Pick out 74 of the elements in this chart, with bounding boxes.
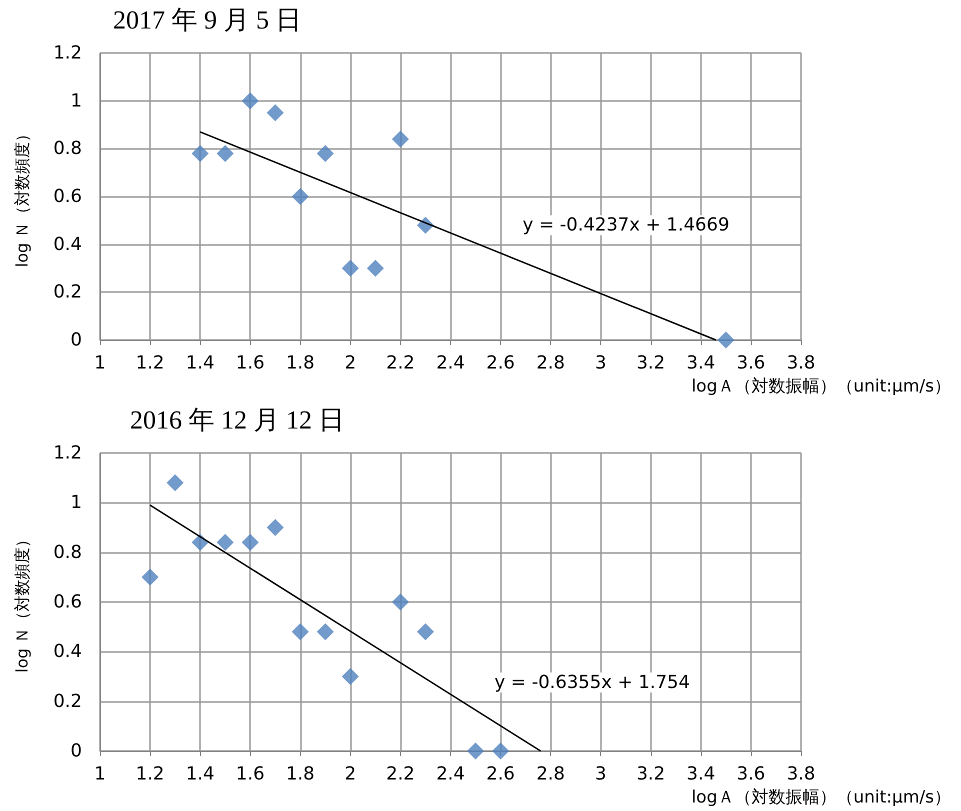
y-axis-title: log Ｎ（対数頻度） [12, 126, 32, 268]
chart-title: 2016 年 12 月 12 日 [130, 406, 344, 434]
x-tick-label: 3.8 [786, 352, 816, 374]
annotation: y = -0.4237x + 1.4669 [522, 214, 730, 236]
x-axis-title: logＡ（対数振幅）（unit:μm/s） [691, 376, 951, 396]
point [166, 474, 184, 492]
x-tick-label: 3.6 [736, 764, 766, 784]
x-tick-label: 2 [344, 764, 356, 784]
x-tick-label: 1.6 [236, 352, 265, 374]
point [242, 92, 259, 110]
x-tick-label: 3.8 [786, 764, 816, 784]
point [366, 260, 384, 277]
y-tick-label: 0 [70, 740, 82, 762]
point [242, 534, 259, 551]
point [316, 623, 334, 640]
y-tick-label: 0 [70, 330, 82, 350]
point [192, 144, 209, 162]
y-tick-label: 0.2 [53, 282, 82, 303]
point [392, 594, 409, 610]
x-tick-label: 3.4 [686, 352, 716, 374]
point [216, 534, 234, 551]
x-tick-label: 2 [344, 352, 356, 374]
x-tick-label: 1 [94, 352, 106, 374]
point [266, 519, 284, 536]
point [292, 623, 309, 640]
x-tick-label: 2.2 [386, 352, 415, 374]
x-tick-label: 1.4 [186, 764, 214, 784]
x-tick-label: 2.2 [386, 764, 415, 784]
x-axis-title: logＡ（対数振幅）（unit:μm/s） [691, 788, 951, 808]
x-tick-label: 2.4 [436, 352, 465, 374]
point [467, 742, 484, 760]
point [216, 144, 234, 162]
y-tick-label: 0.8 [53, 138, 82, 160]
x-tick-label: 3 [594, 764, 606, 784]
y-tick-label: 1 [70, 90, 82, 112]
y-tick-label: 1.2 [53, 442, 82, 464]
x-tick-label: 1.2 [136, 764, 164, 784]
x-tick-label: 2.4 [436, 764, 465, 784]
y-tick-label: 0.6 [53, 592, 82, 612]
x-tick-label: 1.2 [136, 352, 164, 374]
x-tick-label: 1.8 [286, 352, 315, 374]
y-axis-title: log Ｎ（対数頻度） [12, 531, 32, 673]
point [416, 623, 434, 640]
x-tick-label: 2.6 [486, 352, 515, 374]
y-tick-label: 0.4 [53, 234, 82, 255]
point [142, 568, 159, 586]
chart-title: 2017 年 9 月 5 日 [113, 6, 302, 34]
point [266, 104, 284, 122]
x-tick-label: 3 [594, 352, 606, 374]
x-tick-label: 2.8 [536, 764, 565, 784]
point [717, 332, 734, 348]
x-tick-label: 1 [94, 764, 106, 784]
point [342, 260, 359, 277]
point [342, 668, 359, 685]
x-tick-label: 1.8 [286, 764, 315, 784]
x-tick-label: 3.4 [686, 764, 716, 784]
y-tick-label: 0.6 [53, 186, 82, 207]
point [292, 188, 309, 205]
y-tick-label: 0.4 [53, 641, 82, 662]
x-tick-label: 3.2 [636, 352, 666, 374]
x-tick-label: 1.6 [236, 764, 265, 784]
point [316, 144, 334, 162]
x-tick-label: 2.6 [486, 764, 515, 784]
y-tick-label: 1.2 [53, 42, 82, 64]
point [492, 742, 510, 760]
x-tick-label: 3.6 [736, 352, 766, 374]
y-tick-label: 1 [70, 492, 82, 514]
x-tick-label: 2.8 [536, 352, 565, 374]
x-tick-label: 3.2 [636, 764, 666, 784]
y-tick-label: 0.8 [53, 542, 82, 563]
x-tick-label: 1.4 [186, 352, 214, 374]
point [392, 130, 409, 148]
annotation: y = -0.6355x + 1.754 [494, 672, 690, 693]
y-tick-label: 0.2 [53, 690, 82, 712]
